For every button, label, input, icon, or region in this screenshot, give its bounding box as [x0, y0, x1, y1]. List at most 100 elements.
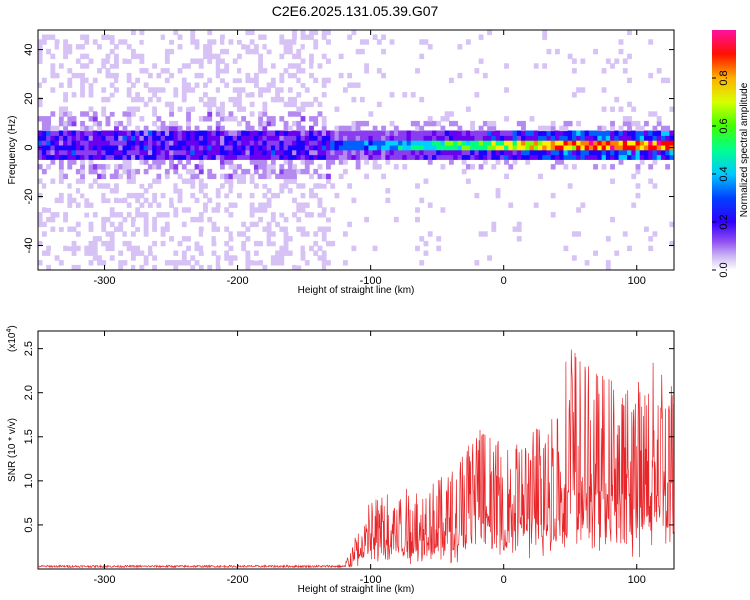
- spectrogram-cell: [207, 173, 213, 180]
- spectrogram-cell: [198, 144, 204, 151]
- spectrogram-cell: [300, 168, 306, 175]
- spectrogram-cell: [245, 168, 251, 175]
- spectrogram-cell: [610, 164, 615, 170]
- spectrogram-cell: [376, 144, 382, 151]
- spectrogram-cell: [440, 154, 446, 160]
- snr-ylabel: SNR (10 * v/v): [7, 418, 18, 482]
- spectrogram-cell: [160, 240, 166, 247]
- spectrogram-cell: [364, 120, 370, 127]
- spectrogram-cell: [63, 39, 68, 45]
- spectrogram-cell: [101, 264, 107, 271]
- spectrogram-cell: [169, 164, 174, 170]
- spectrogram-cell: [249, 130, 255, 136]
- spectrogram-cell: [270, 236, 276, 242]
- spectrogram-cell: [610, 130, 615, 136]
- spectrogram-cell: [376, 39, 382, 45]
- spectrogram-cell: [444, 144, 450, 151]
- spectrogram-cell: [105, 53, 111, 60]
- spectrogram-cell: [440, 125, 446, 132]
- spectrogram-cell: [618, 130, 624, 136]
- spectrogram-cell: [423, 39, 429, 45]
- spectrogram-cell: [253, 130, 259, 136]
- spectrogram-cell: [542, 130, 548, 136]
- spectrogram-cell: [228, 173, 234, 180]
- spectrogram-cell: [266, 154, 272, 160]
- spectrogram-cell: [270, 255, 276, 261]
- spectrogram-cell: [326, 154, 331, 160]
- spectrogram-cell: [275, 135, 280, 141]
- spectrogram-cell: [160, 149, 166, 156]
- spectrogram-cell: [410, 92, 416, 98]
- spectrogram-cell: [415, 140, 420, 146]
- spectrogram-xtick-label: 0: [501, 275, 507, 287]
- spectrogram-cell: [262, 264, 268, 271]
- spectrogram-cell: [326, 39, 331, 45]
- spectrogram-cell: [275, 106, 280, 112]
- spectrogram-cell: [321, 130, 327, 136]
- spectrogram-cell: [220, 130, 225, 136]
- spectrogram-cell: [521, 125, 526, 132]
- spectrogram-cell: [588, 154, 594, 160]
- spectrogram-cell: [139, 192, 145, 199]
- spectrogram-cell: [381, 144, 386, 151]
- spectrogram-cell: [423, 135, 429, 141]
- spectrogram-cell: [92, 120, 98, 127]
- spectrogram-cell: [287, 130, 293, 136]
- spectrogram-cell: [46, 188, 52, 194]
- spectrogram-cell: [118, 197, 124, 204]
- spectrogram-cell: [359, 120, 365, 127]
- spectrogram-cell: [321, 173, 327, 180]
- spectrogram-cell: [41, 120, 47, 127]
- spectrogram-cell: [359, 144, 365, 151]
- spectrogram-cell: [554, 135, 560, 141]
- spectrogram-cell: [648, 164, 654, 170]
- spectrogram-cell: [109, 58, 115, 64]
- spectrogram-cell: [317, 197, 323, 204]
- spectrogram-cell: [576, 87, 582, 93]
- spectrogram-cell: [444, 154, 450, 160]
- spectrogram-cell: [533, 140, 539, 146]
- spectrogram-cell: [58, 178, 64, 184]
- spectrogram-cell: [470, 144, 476, 151]
- spectrogram-cell: [190, 144, 196, 151]
- spectrogram-cell: [656, 144, 662, 151]
- spectrogram-cell: [495, 135, 501, 141]
- spectrogram-cell: [211, 154, 217, 160]
- spectrogram-cell: [50, 72, 56, 79]
- spectrogram-cell: [80, 168, 85, 175]
- spectrogram-cell: [296, 53, 302, 60]
- spectrogram-cell: [139, 135, 145, 141]
- spectrogram-cell: [84, 135, 90, 141]
- spectrogram-cell: [67, 140, 73, 146]
- spectrogram-cell: [50, 250, 56, 256]
- spectrogram-cell: [317, 144, 323, 151]
- spectrogram-cell: [601, 154, 607, 160]
- spectrogram-cell: [571, 68, 577, 74]
- spectrogram-cell: [236, 87, 242, 93]
- spectrogram-cell: [584, 140, 590, 146]
- spectrogram-cell: [334, 154, 340, 160]
- spectrogram-cell: [71, 92, 77, 98]
- spectrogram-cell: [80, 130, 85, 136]
- spectrogram-cell: [232, 168, 238, 175]
- spectrogram-cell: [364, 154, 370, 160]
- spectrogram-cell: [67, 144, 73, 151]
- spectrogram-cell: [101, 154, 107, 160]
- spectrogram-cell: [258, 34, 264, 40]
- spectrogram-cell: [601, 106, 607, 112]
- spectrogram-cell: [114, 53, 119, 60]
- spectrogram-cell: [512, 149, 518, 156]
- spectrogram-cell: [211, 53, 217, 60]
- spectrogram-cell: [126, 106, 132, 112]
- spectrogram-cell: [63, 92, 68, 98]
- spectrogram-cell: [164, 77, 170, 84]
- spectrogram-cell: [258, 58, 264, 64]
- spectrogram-cell: [321, 226, 327, 232]
- spectrogram-cell: [326, 130, 331, 136]
- spectrogram-cell: [109, 39, 115, 45]
- spectrogram-cell: [300, 250, 306, 256]
- spectrogram-cell: [639, 154, 645, 160]
- spectrogram-cell: [321, 34, 327, 40]
- spectrogram-cell: [58, 116, 64, 122]
- spectrogram-cell: [164, 34, 170, 40]
